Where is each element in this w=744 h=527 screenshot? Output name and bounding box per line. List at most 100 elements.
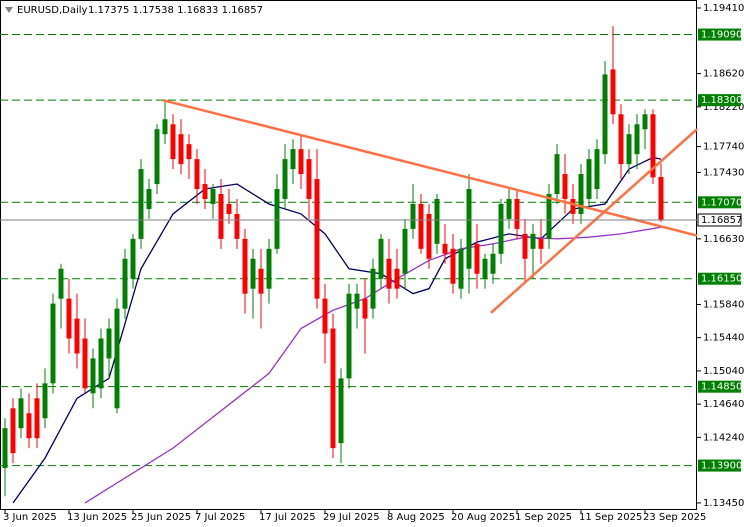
- candle-body: [18, 398, 24, 429]
- candle-body: [458, 248, 464, 289]
- candle-body: [146, 189, 152, 209]
- candle-body: [162, 119, 168, 135]
- candle-body: [514, 198, 520, 229]
- candle-body: [98, 338, 104, 389]
- candle-body: [58, 268, 64, 299]
- level-label: 1.16150: [701, 274, 742, 285]
- candle-body: [226, 203, 232, 214]
- candle-body: [242, 238, 248, 294]
- candle-body: [362, 298, 368, 319]
- y-tick-label: 1.15840: [703, 299, 744, 310]
- y-tick-label: 1.14640: [703, 399, 744, 410]
- candle-body: [170, 124, 176, 160]
- candle-body: [314, 179, 320, 299]
- candle-body: [298, 149, 304, 175]
- candle-body: [482, 258, 488, 279]
- candle-body: [322, 298, 328, 334]
- candle-body: [130, 238, 136, 279]
- x-tick-label: 23 Sep 2025: [643, 512, 706, 523]
- trendline: [162, 98, 698, 237]
- candle-body: [266, 248, 272, 289]
- level-label-box: [698, 94, 741, 107]
- level-label: 1.14850: [701, 382, 742, 393]
- candle-body: [418, 203, 424, 249]
- candle-body: [194, 159, 200, 190]
- y-tick-label: 1.14240: [703, 432, 744, 443]
- candle-body: [538, 238, 544, 249]
- candle-body: [522, 233, 528, 259]
- candle-body: [378, 238, 384, 279]
- candle-body: [450, 248, 456, 284]
- candle-body: [586, 159, 592, 199]
- y-tick-label: 1.17740: [703, 142, 744, 153]
- candle-body: [570, 198, 576, 214]
- candle-body: [474, 243, 480, 274]
- candle-body: [346, 293, 352, 379]
- y-tick-label: 1.15040: [703, 366, 744, 377]
- candle-body: [506, 198, 512, 219]
- y-tick-label: 1.18220: [703, 102, 744, 113]
- candle-body: [546, 194, 552, 239]
- moving-average: [12, 156, 662, 504]
- candle-body: [426, 213, 432, 259]
- candle-body: [554, 154, 560, 195]
- candle-body: [490, 253, 496, 274]
- candle-body: [282, 159, 288, 199]
- candle-body: [394, 268, 400, 289]
- candle-body: [122, 258, 128, 309]
- candle-body: [66, 298, 72, 339]
- x-tick-label: 3 Jun 2025: [3, 512, 57, 523]
- candle-body: [642, 114, 648, 130]
- level-label-box: [698, 380, 741, 393]
- chart-title: EURUSD,Daily: [17, 5, 88, 16]
- candle-body: [354, 293, 360, 309]
- candle-body: [210, 189, 216, 204]
- x-tick-label: 8 Aug 2025: [387, 512, 445, 523]
- candle-body: [338, 378, 344, 444]
- candle-body: [186, 144, 192, 160]
- candle-body: [658, 176, 664, 220]
- candle-body: [250, 258, 256, 289]
- y-tick-label: 1.17430: [703, 167, 744, 178]
- x-tick-label: 25 Jun 2025: [131, 512, 191, 523]
- candle-body: [234, 213, 240, 239]
- candle-body: [10, 408, 16, 454]
- level-label-box: [698, 28, 741, 41]
- candle-body: [618, 114, 624, 165]
- x-tick-label: 11 Sep 2025: [579, 512, 642, 523]
- candle-body: [258, 268, 264, 294]
- trendline: [490, 128, 698, 314]
- candle-body: [634, 124, 640, 155]
- candle-body: [218, 194, 224, 239]
- candle-body: [626, 134, 632, 165]
- candle-body: [114, 308, 120, 409]
- candle-body: [578, 174, 584, 214]
- candle-body: [410, 203, 416, 229]
- candle-body: [26, 413, 32, 439]
- candle-body: [274, 189, 280, 249]
- x-tick-label: 7 Jul 2025: [195, 512, 245, 523]
- y-tick-label: 1.15440: [703, 333, 744, 344]
- candle-body: [82, 338, 88, 389]
- candle-body: [602, 74, 608, 155]
- candle-body: [562, 174, 568, 199]
- level-label: 1.18300: [701, 95, 742, 106]
- x-tick-label: 1 Sep 2025: [515, 512, 572, 523]
- candle-body: [402, 228, 408, 274]
- y-tick-label: 1.16630: [703, 234, 744, 245]
- candle-body: [106, 328, 112, 359]
- candle-body: [610, 69, 616, 115]
- candle-body: [138, 169, 144, 239]
- level-label: 1.13900: [701, 461, 742, 472]
- header-icon: [5, 7, 13, 13]
- candle-body: [498, 203, 504, 254]
- candle-body: [650, 114, 656, 178]
- x-tick-label: 20 Aug 2025: [451, 512, 515, 523]
- candle-body: [386, 258, 392, 289]
- candle-body: [370, 268, 376, 309]
- level-label-box: [698, 196, 741, 209]
- y-tick-label: 1.18620: [703, 69, 744, 80]
- candle-body: [50, 303, 56, 384]
- last-price-box: [697, 213, 742, 227]
